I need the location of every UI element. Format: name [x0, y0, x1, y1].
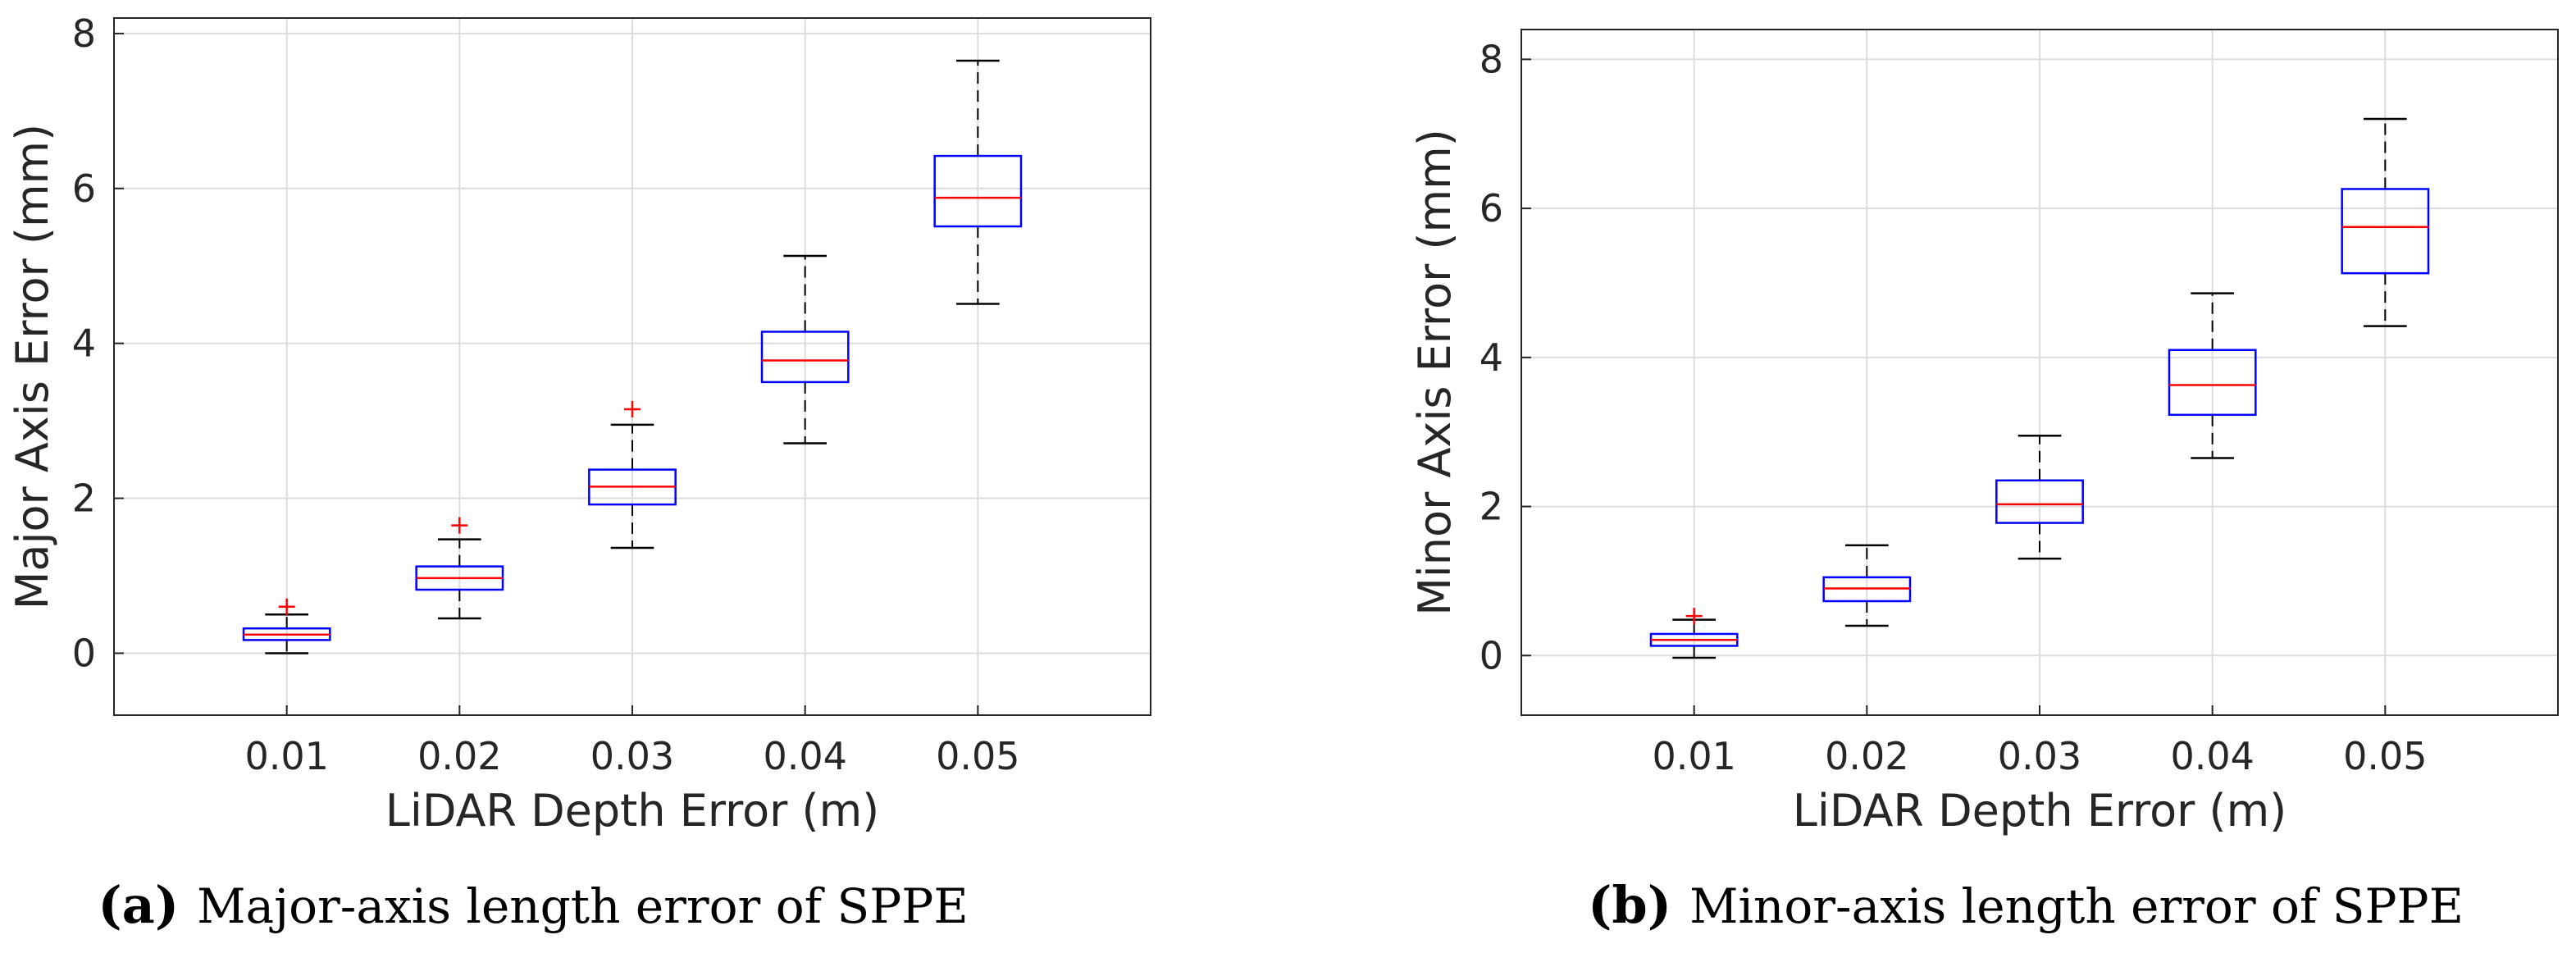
panel-a-y-tick-label: 0: [72, 631, 96, 675]
panel-a-y-ticks: 0 2 4 6 8: [72, 11, 124, 675]
panel-a-box-0.04-iqr-box: [760, 331, 850, 384]
panel-a-y-tick-label: 8: [72, 11, 96, 56]
panel-a-box-0.05-iqr-box: [933, 154, 1023, 228]
panel-a-boxes: [242, 59, 1023, 654]
panel-a-grid: [114, 18, 1151, 715]
panel-a-x-ticks: 0.01 0.02 0.03 0.04 0.05: [244, 705, 1020, 778]
panel-b-caption-letter: (b): [1588, 875, 1671, 935]
panel-b-x-axis-label: LiDAR Depth Error (m): [1793, 785, 2287, 837]
panel-b-y-tick-label: 2: [1479, 485, 1503, 529]
panel-a-major-axis-chart: 0 2 4 6 8 0.01 0.02 0.03 0.04 0.05 LiDAR Depth E…: [7, 11, 1151, 935]
panel-b-y-ticks: 0 2 4 6 8: [1479, 37, 1531, 677]
panel-a-caption-text: Major-axis length error of SPPE: [197, 878, 969, 934]
panel-b-caption: (b) Minor-axis length error of SPPE: [1588, 875, 2464, 935]
panel-a-x-axis-label: LiDAR Depth Error (m): [385, 785, 880, 837]
panel-b-x-tick-label: 0.02: [1825, 734, 1908, 778]
panel-b-box-0.05-iqr-box: [2341, 188, 2430, 275]
panel-a-x-tick-label: 0.05: [936, 734, 1019, 778]
panel-a-y-tick-label: 4: [72, 321, 96, 366]
panel-b-box-0.03-iqr-box: [1995, 479, 2084, 524]
panel-a-box-0.03-outlier: [624, 400, 641, 417]
panel-b-y-tick-label: 6: [1479, 186, 1503, 230]
panel-a-x-tick-label: 0.01: [244, 734, 328, 778]
panel-a-x-tick-label: 0.04: [763, 734, 846, 778]
panel-a-y-tick-label: 2: [72, 476, 96, 521]
panel-a-x-tick-label: 0.02: [417, 734, 501, 778]
panel-b-box-0.01-outlier: [1685, 608, 1703, 625]
panel-b-x-ticks: 0.01 0.02 0.03 0.04 0.05: [1652, 705, 2428, 778]
panel-b-y-tick-label: 8: [1479, 37, 1503, 81]
panel-b-box-0.04-iqr-box: [2168, 349, 2257, 417]
panel-a-box-0.01-outlier: [278, 598, 295, 615]
panel-b-boxes: [1649, 117, 2430, 659]
panel-b-x-tick-label: 0.03: [1998, 734, 2081, 778]
panel-b-grid: [1521, 30, 2558, 715]
panel-b-x-tick-label: 0.05: [2343, 734, 2427, 778]
panel-a-y-tick-label: 6: [72, 166, 96, 211]
panel-b-y-tick-label: 4: [1479, 335, 1503, 380]
panel-b-y-axis-label: Minor Axis Error (mm): [1409, 129, 1461, 616]
panel-b-caption-text: Minor-axis length error of SPPE: [1689, 878, 2464, 934]
panel-b-minor-axis-chart: 0 2 4 6 8 0.01 0.02 0.03 0.04 0.05 LiDAR Depth E…: [1409, 29, 2559, 935]
panel-b-y-tick-label: 0: [1479, 633, 1503, 677]
panel-a-caption: (a) Major-axis length error of SPPE: [98, 875, 968, 935]
panel-a-x-tick-label: 0.03: [590, 734, 674, 778]
panel-a-y-axis-label: Major Axis Error (mm): [7, 124, 58, 609]
panel-a-caption-letter: (a): [98, 875, 179, 935]
panel-b-x-tick-label: 0.01: [1652, 734, 1735, 778]
panel-b-x-tick-label: 0.04: [2170, 734, 2254, 778]
panel-a-box-0.02-outlier: [451, 517, 468, 534]
